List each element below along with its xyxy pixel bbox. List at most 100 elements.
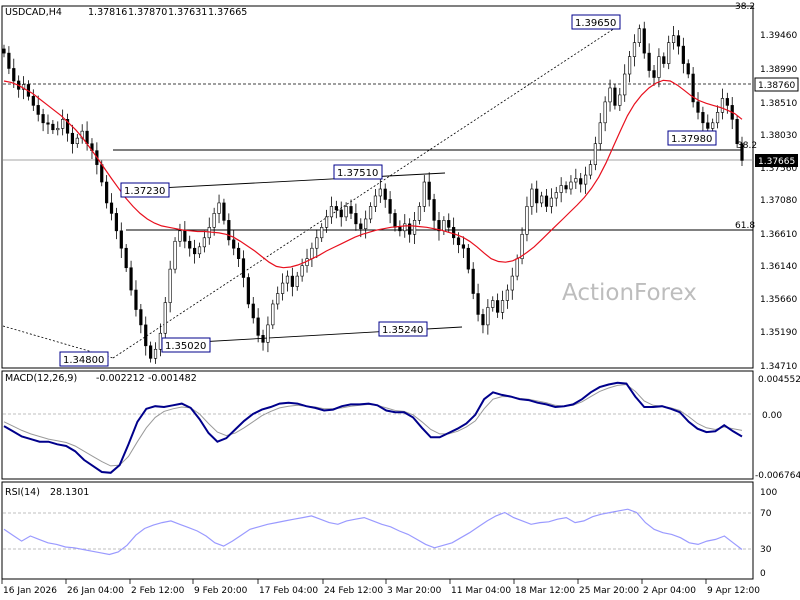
candle [701,106,705,132]
annotation-1-35020: 1.35020 [161,337,211,353]
candle [261,329,265,351]
svg-text:1.39650: 1.39650 [575,18,616,29]
rsi-panel-frame [1,481,754,580]
rsi-tick: 100 [760,488,777,498]
candle [241,250,246,288]
candle [61,109,65,136]
svg-text:1.37230: 1.37230 [124,186,165,197]
x-tick-label: 9 Feb 20:00 [194,586,248,596]
candle [657,48,661,88]
candle [662,52,666,68]
annotation-1-37230: 1.37230 [120,182,170,198]
candle [227,213,231,246]
macd-panel-frame [1,370,754,480]
candle [129,260,133,296]
rsi-tick: 0 [760,569,766,579]
candle [574,168,578,190]
candle [246,273,250,309]
candle [686,59,690,79]
close-value: 1.37665 [208,7,247,18]
candle [178,223,182,247]
rsi-line [3,508,743,556]
annotation-1-39650: 1.39650 [571,14,621,30]
candle [608,79,612,112]
rising-dotted-trendline [112,27,616,359]
candle [36,95,40,122]
candle [437,211,441,241]
candle [334,200,338,219]
candle [676,30,681,55]
rsi-tick: 30 [760,545,772,555]
candle [373,189,378,212]
candle [315,229,319,258]
watermark: ActionForex [562,280,697,306]
candle [7,46,11,75]
candle [569,175,573,195]
candle [354,203,358,231]
candle [222,198,226,225]
candle [290,267,294,297]
candle [603,96,607,132]
high-value: 1.37870 [128,7,167,18]
candle [280,273,285,301]
candle [647,43,651,78]
macd-line [3,381,743,474]
candle [388,191,392,224]
candle [109,193,114,221]
price-tick: 1.39460 [760,31,797,41]
candle [408,218,412,243]
candle [41,108,45,132]
candle [324,209,329,233]
candle [588,160,593,180]
macd-signal-value: -0.001482 [148,373,197,384]
candle [329,196,334,224]
candle [163,297,167,342]
price-tick: 1.35190 [760,328,797,338]
x-tick-label: 2 Feb 12:00 [131,586,185,596]
candle [105,175,109,209]
current-price-tag: 1.37665 [755,154,798,167]
candle [236,242,241,268]
candle [188,235,192,257]
candle [276,286,280,310]
candle [70,124,75,154]
candle [623,64,627,102]
candle [691,67,695,108]
candle [530,183,534,215]
macd-value: -0.002212 [96,373,145,384]
price-tick: 1.37080 [760,196,797,206]
candle [295,271,299,291]
x-tick-label: 24 Feb 12:00 [324,586,383,596]
symbol-label: USDCAD,H4 [5,7,62,18]
price-tick: 1.38510 [760,99,797,109]
candle [139,303,143,334]
candle [124,244,128,272]
candle [452,217,456,245]
svg-text:1.35020: 1.35020 [165,341,206,352]
time-x-axis: 16 Jan 2026 26 Jan 04:00 2 Feb 12:00 9 Feb … [1,579,760,596]
candle [696,92,700,120]
candle [46,114,50,134]
price-y-axis: 1.39460 1.38990 1.38510 1.38030 1.37560 … [760,31,797,372]
candle [535,180,539,213]
candle [544,189,549,212]
candle [300,258,304,282]
candle [720,88,725,120]
candle [652,64,656,86]
candle [715,105,720,129]
candle [256,308,260,343]
candle [525,196,529,242]
candle [632,34,637,67]
price-tick: 1.34710 [760,362,797,372]
candle [505,284,510,309]
falling-dotted-trendline [2,325,114,359]
price-tick: 1.36140 [760,262,797,272]
x-tick-label: 2 Apr 04:00 [643,586,696,596]
moving-average-line [3,79,743,269]
price-tick: 1.38030 [760,131,797,141]
candle [271,299,275,330]
candle [232,230,236,256]
candle [383,183,387,208]
candle [491,296,495,312]
